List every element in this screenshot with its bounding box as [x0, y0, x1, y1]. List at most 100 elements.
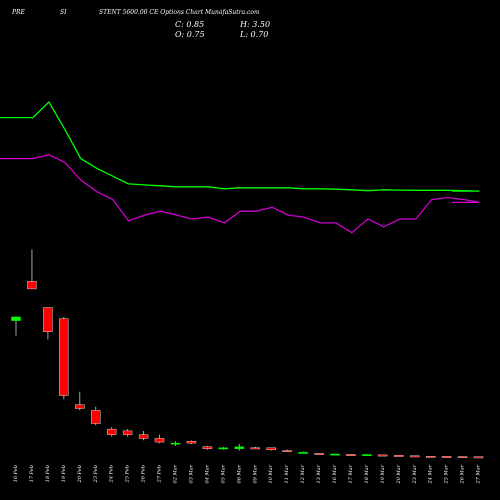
- x-tick-label: 02 Mar: [173, 464, 179, 483]
- x-tick-label: 10 Mar: [268, 464, 274, 483]
- x-tick-label: 06 Mar: [236, 464, 242, 483]
- candle: [394, 455, 404, 457]
- candle-body: [457, 456, 468, 459]
- candle: [426, 456, 436, 458]
- candle: [170, 441, 181, 446]
- x-tick-label: 24 Feb: [109, 465, 115, 483]
- candle: [27, 249, 37, 290]
- x-tick-label: 19 Feb: [61, 465, 67, 482]
- candle-body: [59, 318, 69, 396]
- x-tick-label: 23 Feb: [93, 465, 99, 483]
- x-tick-label: 04 Mar: [204, 464, 210, 483]
- low-value: L: 0.70: [239, 30, 268, 39]
- x-tick-label: 26 Mar: [460, 464, 466, 484]
- x-tick-label: 27 Mar: [476, 464, 482, 484]
- candle: [473, 456, 484, 459]
- candle-body: [346, 454, 356, 456]
- candle: [122, 429, 133, 437]
- candle-body: [266, 447, 276, 450]
- candle-body: [43, 307, 53, 332]
- candle: [378, 454, 388, 457]
- x-tick-label: 18 Mar: [364, 464, 370, 483]
- candle-body: [75, 404, 85, 409]
- x-tick-label: 27 Feb: [157, 465, 163, 483]
- x-tick-label: 20 Mar: [396, 464, 402, 484]
- candle-body: [250, 447, 261, 450]
- candle-body: [202, 446, 213, 449]
- candle: [330, 453, 340, 456]
- candle-body: [426, 456, 436, 458]
- symbol-label-a: PRE: [11, 9, 26, 16]
- candle: [282, 449, 292, 453]
- open-value: O: 0.75: [175, 30, 205, 39]
- candle-body: [394, 455, 404, 457]
- candle-body: [154, 438, 165, 443]
- candle: [106, 427, 117, 437]
- x-tick-label: 11 Mar: [284, 464, 290, 483]
- candle: [202, 445, 213, 450]
- candle: [346, 454, 356, 456]
- candle: [154, 434, 165, 444]
- candle: [362, 454, 372, 456]
- x-tick-label: 05 Mar: [220, 464, 226, 483]
- x-axis-labels: 16 Feb 17 Feb 18 Feb 19 Feb 20 Feb 23 Feb 24 F…: [13, 464, 482, 484]
- x-tick-label: 25 Feb: [125, 465, 131, 483]
- x-tick-label: 03 Mar: [188, 464, 194, 483]
- candle: [234, 444, 245, 451]
- candle-body: [282, 450, 292, 453]
- symbol-label-b: SI: [60, 9, 67, 16]
- candle: [410, 455, 420, 458]
- candle: [75, 391, 85, 411]
- candle: [314, 453, 324, 455]
- candle-body: [362, 454, 372, 456]
- x-tick-label: 26 Feb: [141, 465, 147, 483]
- x-tick-label: 19 Mar: [380, 464, 386, 483]
- candle-body: [234, 446, 245, 449]
- candle-body: [138, 434, 149, 439]
- x-tick-label: 20 Feb: [77, 465, 83, 483]
- candle-body: [122, 430, 133, 435]
- candle: [298, 451, 308, 454]
- indicator-lines: [0, 100, 480, 234]
- x-tick-label: 16 Mar: [332, 464, 338, 483]
- chart-title: STENT 5600.00 CE Options Chart MunafaSut…: [99, 9, 260, 16]
- upper-line: [0, 100, 480, 192]
- candle: [91, 406, 101, 426]
- x-tick-label: 12 Mar: [300, 464, 306, 483]
- candle-body: [330, 453, 340, 456]
- candle-body: [106, 428, 117, 435]
- close-value: C: 0.85: [175, 20, 204, 29]
- candle-body: [170, 442, 181, 445]
- x-tick-label: 13 Mar: [316, 464, 322, 483]
- candle-body: [298, 452, 308, 454]
- candle-body: [441, 456, 452, 458]
- candle-body: [186, 441, 197, 444]
- candle: [43, 307, 53, 340]
- x-tick-label: 17 Mar: [348, 464, 354, 483]
- candle-body: [314, 453, 324, 455]
- candle: [250, 446, 261, 450]
- candle-body: [473, 456, 484, 459]
- x-tick-label: 23 Mar: [412, 464, 418, 484]
- candle: [186, 440, 197, 445]
- candle: [138, 430, 149, 441]
- candle-body: [27, 281, 37, 290]
- candlestick-series: [11, 249, 484, 459]
- candle: [266, 447, 276, 451]
- lower-line: [0, 154, 480, 234]
- x-tick-label: 18 Feb: [45, 465, 51, 482]
- candle: [457, 456, 468, 459]
- x-tick-label: 16 Feb: [13, 465, 19, 482]
- candle-body: [378, 454, 388, 457]
- candle-body: [11, 316, 21, 321]
- candle: [441, 456, 452, 458]
- x-tick-label: 09 Mar: [252, 464, 258, 483]
- x-tick-label: 24 Mar: [428, 464, 434, 484]
- candle-body: [410, 455, 420, 458]
- candle: [218, 446, 229, 450]
- candle-body: [218, 447, 229, 450]
- candle: [11, 316, 21, 336]
- high-value: H: 3.50: [239, 20, 270, 29]
- x-tick-label: 25 Mar: [444, 464, 450, 484]
